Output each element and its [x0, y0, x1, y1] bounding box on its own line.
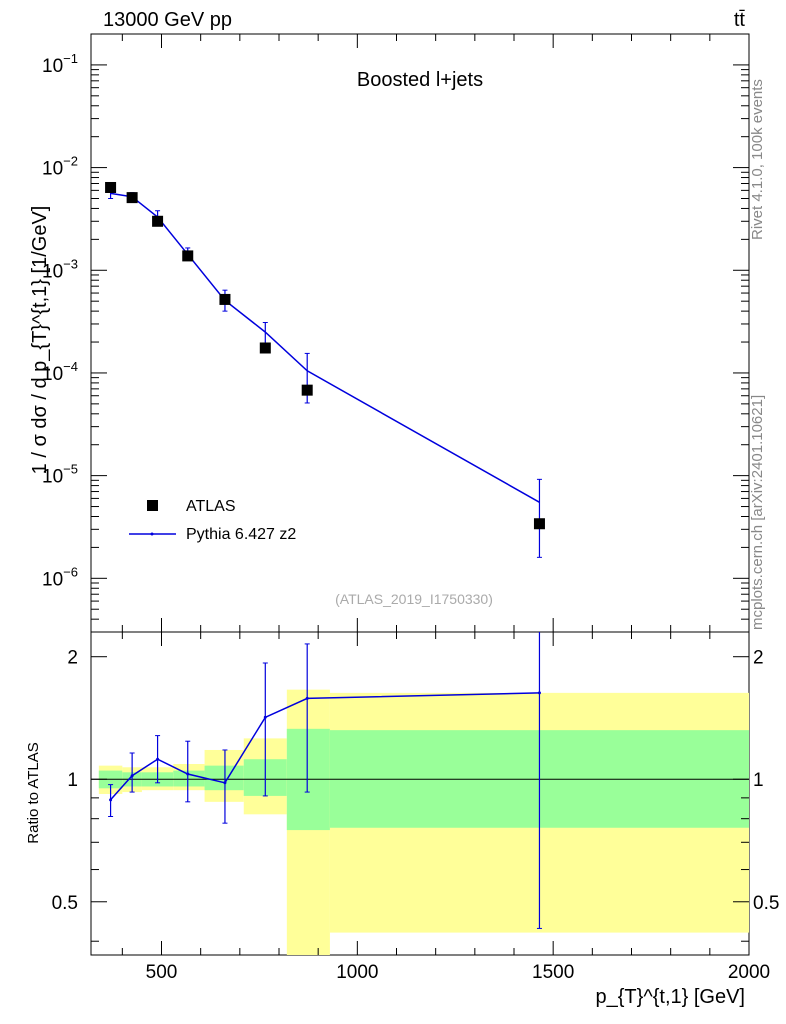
legend-mc-dot: [150, 532, 154, 536]
atlas-data-point: [105, 181, 117, 193]
y-tick-label: 10−2: [42, 154, 78, 180]
axis-tick-labels: 500 1000 1500 200010−610−510−410−310−210−10…: [42, 51, 779, 983]
band-inner: [204, 765, 244, 791]
mc-ratio-point: [109, 798, 113, 802]
ratio-y-tick-label: 1: [67, 770, 78, 791]
mc-ratio-point: [130, 774, 134, 778]
ratio-y-tick-label: 2: [67, 648, 78, 669]
y-tick-exponent: −4: [63, 359, 78, 374]
x-tick-label: 2000: [728, 962, 770, 983]
y-tick-exponent: −6: [63, 564, 78, 579]
mc-ratio-point: [537, 691, 541, 695]
ratio-y-tick-label-right: 0.5: [753, 893, 779, 914]
mc-ratio-point: [263, 715, 267, 719]
atlas-data-point: [152, 215, 164, 227]
mc-ratio-point: [186, 772, 190, 776]
main-y-axis-text: 1 / σ dσ / d p_{T}^{t,1} [1/GeV]: [29, 206, 51, 475]
atlas-data-point: [219, 293, 231, 305]
ratio-y-tick-label-right: 2: [753, 648, 764, 669]
analysis-tag: (ATLAS_2019_I1750330): [335, 591, 493, 607]
atlas-data-point: [182, 250, 194, 262]
band-inner: [173, 770, 205, 787]
main-y-axis-title: 1 / σ dσ / d p_{T}^{t,1} [1/GeV]: [29, 206, 51, 475]
y-tick-label: 10−3: [42, 256, 78, 282]
atlas-data-point: [259, 342, 271, 354]
mc-ratio-point: [156, 757, 160, 761]
ratio-y-tick-label: 0.5: [52, 893, 78, 914]
legend-mc-label: Pythia 6.427 z2: [186, 526, 296, 543]
y-tick-exponent: −2: [63, 154, 78, 169]
header-left: 13000 GeV pp: [103, 9, 232, 31]
x-tick-label: 1500: [532, 962, 574, 983]
ratio-y-axis-title: Ratio to ATLAS: [25, 742, 42, 843]
legend-data-marker: [147, 500, 158, 511]
header-right: tt̄: [734, 9, 746, 31]
x-axis-title: p_{T}^{t,1} [GeV]: [596, 986, 746, 1008]
legend-data-label: ATLAS: [186, 498, 236, 515]
y-tick-label: 10−5: [42, 462, 78, 488]
ratio-uncertainty-bands: [91, 689, 749, 955]
axis-ticks: [91, 33, 750, 955]
mcplots-info: mcplots.cern.ch [arXiv:2401.10621]: [749, 395, 766, 630]
rivet-info: Rivet 4.1.0, 100k events: [749, 79, 766, 240]
x-tick-label: 1000: [336, 962, 378, 983]
mc-ratio-line: [110, 692, 540, 801]
ratio-y-tick-label-right: 1: [753, 770, 764, 791]
y-tick-label: 10−1: [42, 51, 78, 77]
ratio-series: [108, 632, 542, 929]
y-tick-exponent: −1: [63, 51, 78, 66]
y-tick-exponent: −5: [63, 462, 78, 477]
mc-ratio-point: [305, 696, 309, 700]
plot-title: Boosted l+jets: [357, 69, 483, 91]
atlas-data-point: [301, 384, 313, 396]
atlas-data-point: [126, 192, 138, 204]
mc-ratio-point: [223, 781, 227, 785]
x-tick-label: 500: [146, 962, 178, 983]
y-tick-exponent: −3: [63, 256, 78, 271]
mc-line: [110, 192, 540, 503]
y-tick-label: 10−6: [42, 564, 78, 590]
main-series: [105, 181, 545, 558]
atlas-data-point: [533, 518, 545, 530]
